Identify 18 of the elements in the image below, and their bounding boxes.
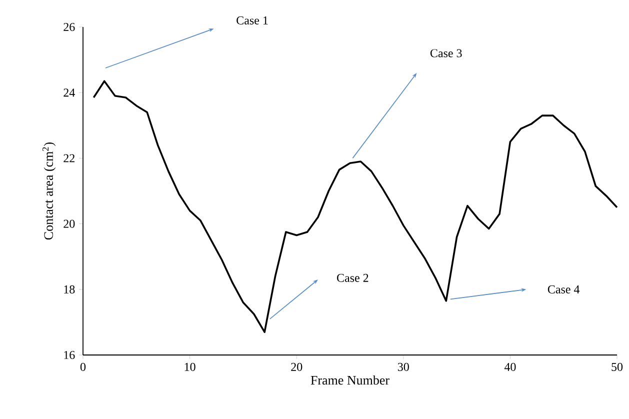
x-tick-label: 0 [80, 362, 86, 371]
x-axis-title: Frame Number [310, 376, 390, 385]
y-axis-title: Contact area (cm$^{2}$) [42, 142, 56, 240]
x-tick-label: 20 [291, 362, 302, 371]
y-tick-label: 24 [64, 88, 75, 97]
y-tick-label: 18 [64, 285, 75, 294]
x-tick-label: 30 [398, 362, 409, 371]
text: Case 1 [236, 16, 268, 24]
y-tick-label: 22 [64, 154, 74, 162]
y-tick-label: 16 [64, 350, 75, 360]
x-tick-label: 50 [612, 362, 623, 371]
x-tick-label: 40 [504, 362, 516, 371]
y-tick-label: 20 [64, 220, 75, 228]
annotation: Case 3 [430, 49, 462, 58]
x-tick-label: 10 [184, 362, 196, 371]
y-tick-label: 26 [64, 22, 75, 32]
annotation: Case 4 [548, 285, 580, 294]
annotation: Case 2 [337, 274, 368, 282]
